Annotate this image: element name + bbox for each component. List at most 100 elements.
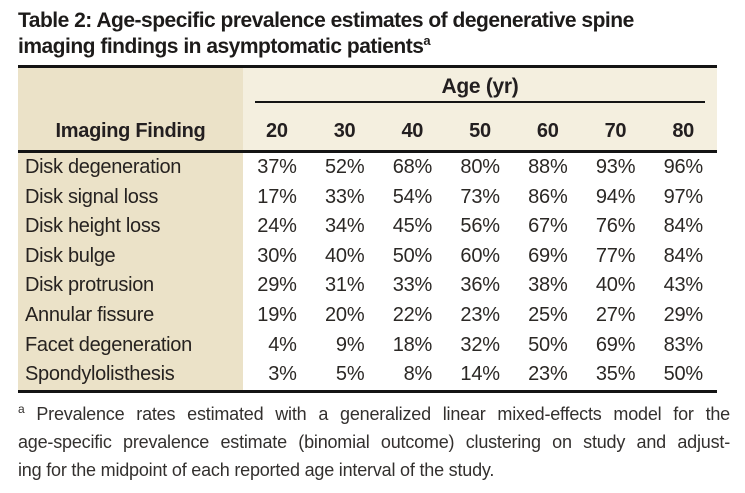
row-label: Disk signal loss xyxy=(18,182,243,213)
cell: 93% xyxy=(595,156,636,178)
cell: 40% xyxy=(595,274,636,297)
table-header: Imaging Finding Age (yr) 20 30 40 50 60 … xyxy=(18,68,717,150)
age-header-60: 60 xyxy=(536,120,559,142)
cell: 67% xyxy=(528,215,568,238)
cell: 84% xyxy=(663,244,704,267)
cell: 18% xyxy=(392,333,433,356)
footnote-line1: a Prevalence rates estimated with a gene… xyxy=(18,401,730,424)
table-title-line1: Table 2: Age-specific prevalence estimat… xyxy=(18,9,634,32)
cell: 45% xyxy=(392,215,433,238)
header-age-band: Age (yr) 20 30 40 50 60 70 80 xyxy=(243,68,717,150)
cell: 97% xyxy=(663,185,704,208)
table-title-line2: imaging findings in asymptomatic patient… xyxy=(18,33,431,58)
cell: 32% xyxy=(460,333,500,356)
table-row-disk-signal-loss: Disk signal loss 17% 33% 54% 73% 86% 94%… xyxy=(18,182,717,213)
age-column-headers: 20 30 40 50 60 70 80 xyxy=(243,103,717,150)
cell: 30% xyxy=(257,244,297,267)
cell: 25% xyxy=(528,303,568,326)
age-header-40: 40 xyxy=(401,120,424,142)
cell: 94% xyxy=(595,185,636,208)
row-label: Facet degeneration xyxy=(18,330,243,361)
cell: 31% xyxy=(324,274,365,297)
age-group-header: Age (yr) xyxy=(441,75,519,98)
row-label: Disk protrusion xyxy=(18,271,243,301)
row-label: Disk height loss xyxy=(18,212,243,242)
cell: 40% xyxy=(324,244,365,267)
cell: 54% xyxy=(392,185,433,208)
cell: 56% xyxy=(460,215,500,238)
cell: 3% xyxy=(268,363,297,386)
imaging-finding-header: Imaging Finding xyxy=(55,120,206,142)
cell: 22% xyxy=(392,303,433,326)
table-row-disk-degeneration: Disk degeneration 37% 52% 68% 80% 88% 93… xyxy=(18,153,717,183)
age-header-80: 80 xyxy=(672,120,694,142)
prevalence-table: Imaging Finding Age (yr) 20 30 40 50 60 … xyxy=(18,68,717,393)
row-label: Spondylolisthesis xyxy=(18,360,243,390)
cell: 38% xyxy=(528,274,568,297)
cell: 83% xyxy=(663,333,704,356)
cell: 52% xyxy=(324,156,365,178)
cell: 88% xyxy=(528,156,568,178)
cell: 34% xyxy=(324,215,365,238)
cell: 23% xyxy=(528,363,568,386)
cell: 73% xyxy=(460,185,500,208)
cell: 80% xyxy=(460,156,500,178)
cell: 4% xyxy=(268,333,297,356)
footnote-line2: age-specific prevalence estimate (binomi… xyxy=(18,431,730,452)
cell: 50% xyxy=(392,244,433,267)
table-row-disk-height-loss: Disk height loss 24% 34% 45% 56% 67% 76%… xyxy=(18,212,717,242)
cell: 50% xyxy=(528,333,568,356)
cell: 17% xyxy=(257,185,297,208)
table-footnote: a Prevalence rates estimated with a gene… xyxy=(18,400,730,484)
cell: 33% xyxy=(392,274,433,297)
row-label: Disk degeneration xyxy=(18,153,243,183)
cell: 14% xyxy=(460,363,500,386)
cell: 37% xyxy=(257,156,297,178)
cell: 69% xyxy=(528,244,568,267)
age-group-underline xyxy=(255,101,705,103)
cell: 60% xyxy=(460,244,500,267)
cell: 5% xyxy=(335,363,365,386)
table-row-spondylolisthesis: Spondylolisthesis 3% 5% 8% 14% 23% 35% 5… xyxy=(18,360,717,390)
cell: 77% xyxy=(595,244,636,267)
table-row-disk-bulge: Disk bulge 30% 40% 50% 60% 69% 77% 84% xyxy=(18,241,717,272)
age-header-50: 50 xyxy=(469,120,491,142)
age-header-20: 20 xyxy=(266,120,288,142)
row-label: Annular fissure xyxy=(18,300,243,331)
cell: 27% xyxy=(595,303,636,326)
cell: 76% xyxy=(595,215,636,238)
cell: 86% xyxy=(528,185,568,208)
row-label: Disk bulge xyxy=(18,241,243,272)
cell: 23% xyxy=(460,303,500,326)
cell: 84% xyxy=(663,215,704,238)
table-bottom-rule xyxy=(18,389,717,393)
table-body: Disk degeneration 37% 52% 68% 80% 88% 93… xyxy=(18,153,717,390)
footnote-line3: ing for the midpoint of each reported ag… xyxy=(18,459,495,480)
cell: 33% xyxy=(324,185,365,208)
footnote-marker: a xyxy=(18,401,25,416)
cell: 36% xyxy=(460,274,500,297)
cell: 19% xyxy=(257,303,297,326)
table-row-facet-degeneration: Facet degeneration 4% 9% 18% 32% 50% 69%… xyxy=(18,330,717,361)
cell: 43% xyxy=(663,274,704,297)
cell: 35% xyxy=(595,363,636,386)
cell: 96% xyxy=(663,156,704,178)
cell: 29% xyxy=(257,274,297,297)
title-rule xyxy=(18,65,717,68)
cell: 20% xyxy=(324,303,365,326)
header-divider xyxy=(18,150,717,153)
table-row-annular-fissure: Annular fissure 19% 20% 22% 23% 25% 27% … xyxy=(18,300,717,331)
age-header-30: 30 xyxy=(333,120,356,142)
cell: 69% xyxy=(595,333,636,356)
table-title: Table 2: Age-specific prevalence estimat… xyxy=(18,8,745,60)
cell: 29% xyxy=(663,303,704,326)
cell: 24% xyxy=(257,215,297,238)
header-label-cell: Imaging Finding xyxy=(18,68,243,150)
age-header-70: 70 xyxy=(604,120,627,142)
cell: 9% xyxy=(335,333,365,356)
cell: 50% xyxy=(663,363,704,386)
cell: 68% xyxy=(392,156,433,178)
cell: 8% xyxy=(403,363,433,386)
table-row-disk-protrusion: Disk protrusion 29% 31% 33% 36% 38% 40% … xyxy=(18,271,717,301)
